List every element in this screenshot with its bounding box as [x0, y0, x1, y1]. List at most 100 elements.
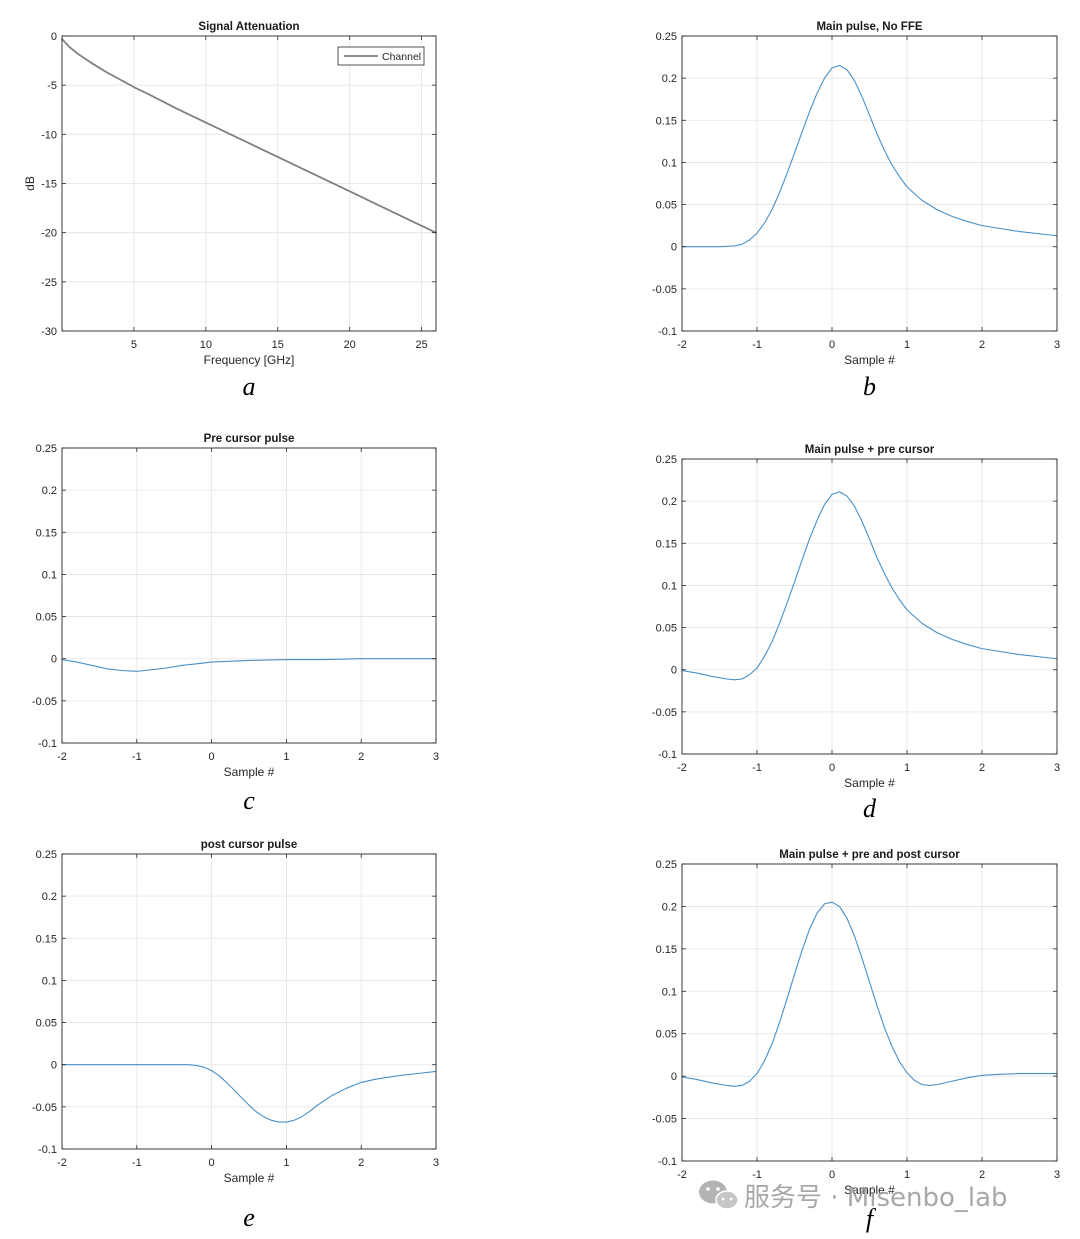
y-tick-label: -20 [41, 228, 57, 240]
x-axis-label: Sample # [844, 776, 895, 790]
chart-panel-e: -2 -1 0 1 2 3 0.25 0.2 0.15 0.1 0.05 0 -0.05 -0.1 post… [32, 839, 439, 1232]
axes-box [681, 863, 1058, 1162]
x-axis-label: Frequency [GHz] [204, 353, 295, 367]
x-tick-label: 3 [1054, 762, 1060, 774]
y-tick-label: 0.15 [656, 944, 677, 956]
x-tick-label: 0 [829, 762, 835, 774]
y-tick-label: 0.25 [36, 849, 57, 861]
y-tick-label: 0.05 [656, 1029, 677, 1041]
y-tick-label: 0.25 [656, 859, 677, 871]
y-tick-label: -0.1 [38, 1144, 57, 1156]
plot-area [682, 459, 1057, 754]
chart-panel-a: 5 10 15 20 25 0 -5 -10 -15 -20 -25 -30 Signal Attenu… [23, 21, 437, 401]
y-tick-label: 0.2 [662, 496, 677, 508]
x-tick-label: 2 [979, 1169, 985, 1181]
x-tick-label: -1 [132, 751, 142, 763]
x-tick-label: -2 [57, 1157, 67, 1169]
y-tick-label: 0.05 [656, 200, 677, 212]
y-tick-label: 0.2 [42, 485, 57, 497]
y-tick-label: 0 [671, 1071, 677, 1083]
watermark-text: 服务号 · Misenbo_lab [744, 1183, 1008, 1213]
y-tick-label: -0.1 [658, 749, 677, 761]
series-line-e-0 [61, 1064, 437, 1123]
y-tick-label: -5 [47, 80, 57, 92]
x-tick-label: 1 [904, 1169, 910, 1181]
y-tick-label: 0 [671, 242, 677, 254]
wechat-icon [699, 1180, 739, 1210]
y-tick-label: 0.15 [36, 527, 57, 539]
x-tick-label: 3 [433, 751, 439, 763]
y-tick-label: 0 [51, 1060, 57, 1072]
chart-title: Pre cursor pulse [204, 433, 295, 445]
y-tick-label: 0.1 [662, 986, 677, 998]
chart-panel-d: -2 -1 0 1 2 3 0.25 0.2 0.15 0.1 0.05 0 -0.05 -0.1 Main… [652, 444, 1060, 823]
y-tick-label: 0 [51, 31, 57, 43]
x-tick-label: -2 [677, 1169, 687, 1181]
plot-area [62, 854, 436, 1149]
x-axis-label: Sample # [844, 353, 895, 367]
x-tick-label: 3 [433, 1157, 439, 1169]
x-tick-label: 0 [209, 1157, 215, 1169]
panel-caption: a [243, 372, 256, 401]
series-line-f-0 [681, 901, 1058, 1087]
watermark: 服务号 · Misenbo_lab [699, 1180, 1008, 1213]
y-tick-label: -0.05 [32, 1102, 57, 1114]
x-tick-label: 2 [358, 1157, 364, 1169]
x-tick-label: -2 [57, 751, 67, 763]
x-tick-label: -1 [752, 339, 762, 351]
x-tick-label: 0 [209, 751, 215, 763]
chart-panel-f: -2 -1 0 1 2 3 0.25 0.2 0.15 0.1 0.05 0 -0.05 -0.1 Main… [652, 849, 1060, 1233]
chart-title: Main pulse, No FFE [816, 21, 922, 33]
plot-area [682, 36, 1057, 331]
axes-box [681, 458, 1058, 755]
panel-caption: d [863, 794, 877, 823]
x-tick-label: 1 [904, 762, 910, 774]
series-line-a-0 [61, 38, 437, 234]
x-axis-label: Sample # [224, 765, 275, 779]
x-tick-label: 10 [200, 339, 212, 351]
axes-box [61, 447, 437, 744]
series-line-b-0 [681, 64, 1058, 248]
plot-area [682, 864, 1057, 1161]
chart-title: Main pulse + pre cursor [805, 444, 935, 456]
chart-title: Main pulse + pre and post cursor [779, 849, 960, 861]
panel-caption: c [243, 786, 255, 815]
x-tick-label: 1 [283, 751, 289, 763]
panel-caption: e [243, 1203, 255, 1232]
y-tick-label: 0.05 [656, 623, 677, 635]
x-tick-label: -2 [677, 762, 687, 774]
x-axis-label: Sample # [844, 1183, 895, 1197]
y-tick-label: -0.05 [652, 1114, 677, 1126]
y-tick-label: 0.2 [42, 891, 57, 903]
x-tick-label: 0 [829, 339, 835, 351]
x-tick-label: -2 [677, 339, 687, 351]
y-tick-label: 0.25 [36, 443, 57, 455]
y-tick-label: 0.25 [656, 454, 677, 466]
axes-box [681, 35, 1058, 332]
y-tick-label: 0.05 [36, 612, 57, 624]
x-tick-label: 20 [344, 339, 356, 351]
x-tick-label: -1 [752, 762, 762, 774]
axes-box [61, 853, 437, 1150]
x-tick-label: 1 [904, 339, 910, 351]
chart-panel-c: -2 -1 0 1 2 3 0.25 0.2 0.15 0.1 0.05 0 -0.05 -0.1 Pre … [32, 433, 439, 815]
x-tick-label: -1 [752, 1169, 762, 1181]
y-tick-label: -0.1 [38, 738, 57, 750]
x-tick-label: 3 [1054, 339, 1060, 351]
y-tick-label: 0.1 [42, 975, 57, 987]
y-tick-label: 0.2 [662, 73, 677, 85]
y-tick-label: 0.2 [662, 901, 677, 913]
x-tick-label: 2 [979, 339, 985, 351]
y-axis-label: dB [23, 176, 37, 191]
chart-title: Signal Attenuation [198, 21, 299, 33]
x-tick-label: 2 [358, 751, 364, 763]
y-tick-label: -0.1 [658, 1156, 677, 1168]
y-tick-label: -30 [41, 326, 57, 338]
y-tick-label: -0.05 [652, 707, 677, 719]
chart-panel-b: -2 -1 0 1 2 3 0.25 0.2 0.15 0.1 0.05 0 -0.05 -0.1 Main… [652, 21, 1060, 401]
y-tick-label: -0.1 [658, 326, 677, 338]
x-tick-label: 3 [1054, 1169, 1060, 1181]
x-axis-label: Sample # [224, 1171, 275, 1185]
legend-entry: Channel [382, 51, 421, 63]
